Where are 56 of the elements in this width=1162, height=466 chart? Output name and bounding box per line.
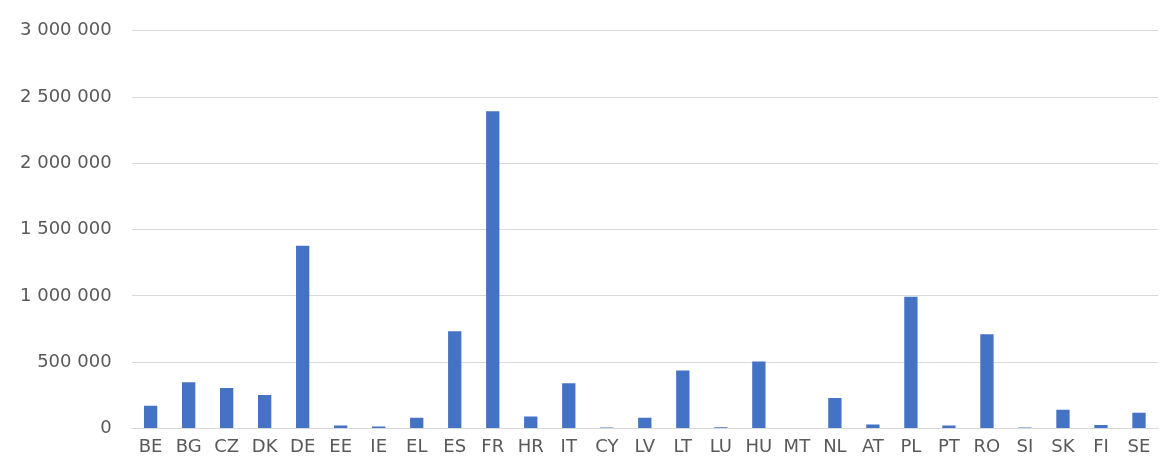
bar xyxy=(1056,409,1070,428)
x-tick-label: SI xyxy=(1016,434,1034,456)
bar xyxy=(638,417,652,428)
y-tick-label: 2 500 000 xyxy=(20,84,112,106)
bar xyxy=(1132,412,1146,428)
x-tick-label: RO xyxy=(973,434,1001,456)
x-tick-label: AT xyxy=(861,434,885,456)
bar xyxy=(866,424,880,428)
bar xyxy=(942,425,956,428)
x-tick-label: IT xyxy=(560,434,578,456)
x-tick-label: EE xyxy=(329,434,353,456)
bar xyxy=(410,417,424,428)
x-tick-label: HU xyxy=(745,434,773,456)
x-tick-label: ES xyxy=(443,434,467,456)
x-tick-label: LU xyxy=(709,434,732,456)
x-tick-label: BE xyxy=(138,434,163,456)
x-tick-label: EL xyxy=(406,434,428,456)
bar xyxy=(980,334,994,428)
bar xyxy=(562,383,576,428)
x-tick-label: MT xyxy=(783,434,812,456)
x-tick-label: SK xyxy=(1051,434,1076,456)
bar xyxy=(486,111,500,428)
x-tick-label: NL xyxy=(823,434,847,456)
bar xyxy=(752,361,766,428)
x-tick-label: IE xyxy=(370,434,388,456)
x-tick-label: HR xyxy=(517,434,544,456)
y-tick-label: 500 000 xyxy=(37,349,112,371)
x-tick-label: DK xyxy=(251,434,279,456)
bar xyxy=(1094,425,1108,428)
x-tick-label: FR xyxy=(481,434,505,456)
y-tick-label: 0 xyxy=(100,416,112,438)
x-tick-label: PL xyxy=(900,434,922,456)
x-tick-label: FI xyxy=(1093,434,1109,456)
bar xyxy=(904,296,918,428)
bar xyxy=(219,388,234,428)
bar xyxy=(258,395,272,428)
bar xyxy=(676,370,690,428)
x-tick-label: LV xyxy=(634,434,656,456)
bar xyxy=(828,397,842,428)
bar xyxy=(296,245,310,428)
y-tick-label: 2 000 000 xyxy=(20,151,112,173)
y-tick-label: 3 000 000 xyxy=(20,18,112,40)
x-tick-label: DE xyxy=(290,434,316,456)
bar xyxy=(143,405,158,428)
x-tick-label: LT xyxy=(673,434,694,456)
y-tick-label: 1 000 000 xyxy=(20,283,112,305)
x-tick-label: CY xyxy=(595,434,620,456)
bar xyxy=(181,382,196,428)
x-tick-label: CZ xyxy=(214,434,240,456)
bar xyxy=(524,416,538,428)
bar xyxy=(334,425,348,428)
bar xyxy=(448,331,462,428)
y-tick-label: 1 500 000 xyxy=(20,217,112,239)
x-tick-label: SE xyxy=(1127,434,1151,456)
x-tick-label: PT xyxy=(937,434,961,456)
x-tick-label: BG xyxy=(175,434,202,456)
